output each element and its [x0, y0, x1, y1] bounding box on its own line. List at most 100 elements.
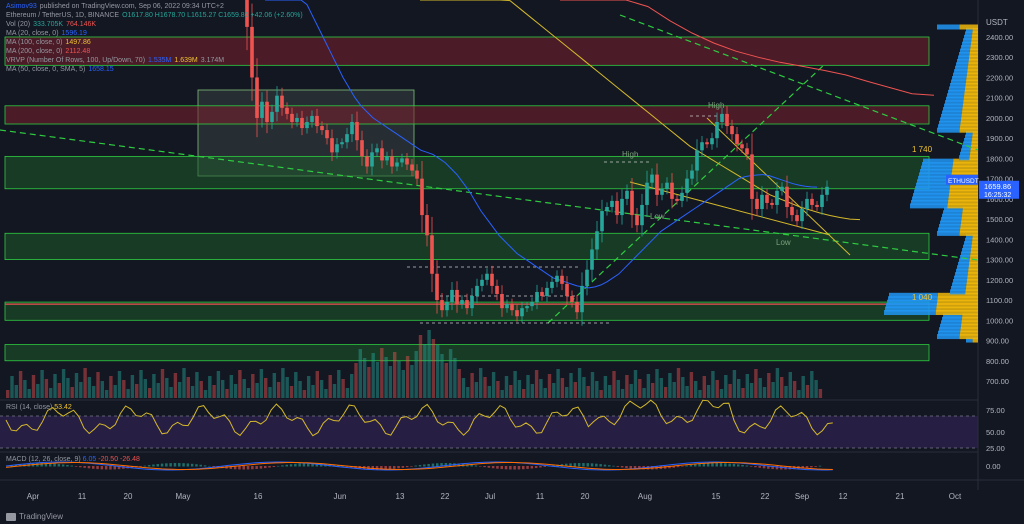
- vrvp-bar-up: [940, 323, 961, 329]
- volume-bar: [513, 371, 517, 398]
- candle-body: [250, 26, 254, 78]
- volume-bar: [87, 377, 92, 398]
- macd-hist-bar: [10, 465, 13, 467]
- macd-hist-bar: [741, 464, 744, 467]
- vrvp-bar-up: [942, 213, 962, 219]
- annotation-label: 1 740: [912, 145, 933, 154]
- price-tick: 2100.00: [986, 94, 1013, 103]
- vrvp-bar-up: [966, 234, 973, 240]
- vrvp-bar-up: [961, 45, 971, 51]
- last-price-label: 1659.86: [984, 182, 1011, 191]
- vrvp-bar-down: [960, 224, 978, 230]
- macd-hist-bar: [457, 463, 460, 467]
- macd-hist-bar: [694, 464, 697, 467]
- ma20-line: MA (20, close, 0) 1596.19: [6, 30, 87, 37]
- volume-bar: [384, 357, 388, 398]
- volume-bar: [319, 380, 324, 398]
- vrvp-bar-up: [942, 316, 962, 322]
- volume-bar: [410, 365, 414, 398]
- macd-hist-bar: [689, 464, 693, 467]
- macd-hist-bar: [633, 466, 637, 469]
- vrvp-bar-down: [961, 213, 978, 219]
- candle-body: [425, 215, 429, 236]
- candles-layer: [245, 0, 829, 326]
- tradingview-brand[interactable]: TradingView: [6, 512, 63, 521]
- macd-hist-bar: [109, 466, 112, 470]
- volume-bar: [461, 378, 466, 398]
- macd-hist-bar: [612, 465, 615, 467]
- candle-body: [785, 186, 789, 207]
- macd-hist-bar: [229, 466, 233, 469]
- macd-hist-bar: [104, 466, 108, 470]
- volume-bar: [160, 369, 165, 398]
- time-tick: 21: [896, 492, 905, 501]
- macd-hist-bar: [242, 466, 245, 470]
- volume-bar: [599, 390, 603, 398]
- vrvp-bar-down: [972, 31, 978, 37]
- vrvp-bar-down: [969, 254, 978, 260]
- candle-body: [285, 107, 289, 114]
- macd-hist-bar: [487, 466, 491, 468]
- vrvp-bar-down: [960, 117, 978, 123]
- candle-body: [600, 211, 604, 232]
- macd-hist-bar: [87, 466, 91, 469]
- macd-hist-bar: [147, 465, 151, 467]
- volume-bar: [577, 368, 582, 398]
- ma200-line: MA (200, close, 0) 2112.48: [6, 48, 91, 55]
- macd-hist-bar: [788, 466, 792, 470]
- vrvp-bar-down: [950, 182, 978, 188]
- volume-bar: [315, 371, 319, 398]
- volume-bar: [582, 377, 586, 398]
- macd-pane: 0.00: [5, 461, 1001, 471]
- macd-tick: 0.00: [986, 462, 1001, 471]
- candle-body: [770, 202, 774, 205]
- candle-body: [515, 310, 519, 317]
- volume-bar: [255, 383, 259, 398]
- candle-body: [245, 0, 249, 27]
- support-zone-1: [4, 232, 930, 260]
- macd-hist-bar: [203, 465, 207, 467]
- macd-hist-bar: [728, 463, 731, 467]
- volume-bar: [221, 380, 225, 398]
- vrvp-bar-up: [938, 227, 960, 233]
- vrvp-bar-up: [913, 193, 949, 199]
- volume-bar: [341, 379, 345, 398]
- vrvp-bar-down: [969, 55, 978, 61]
- macd-hist-bar: [178, 463, 181, 467]
- volume-bar: [74, 373, 79, 398]
- vrvp-bar-up: [911, 199, 948, 205]
- vrvp-bar-up: [937, 334, 960, 340]
- vrvp-bar-up: [958, 261, 969, 267]
- candle-body: [660, 188, 664, 195]
- macd-hist-bar: [190, 463, 194, 467]
- volume-bar: [199, 381, 203, 398]
- candle-body: [455, 289, 459, 305]
- vrvp-bar-up: [923, 158, 954, 164]
- candle-body: [755, 198, 759, 209]
- macd-hist-bar: [130, 466, 134, 468]
- candle-body: [650, 174, 654, 183]
- candle-body: [540, 291, 544, 297]
- volume-bar: [694, 381, 698, 398]
- macd-hist-bar: [698, 463, 701, 467]
- volume-bar: [268, 387, 272, 398]
- macd-hist-bar: [681, 466, 684, 467]
- volume-bar: [57, 383, 61, 398]
- candle-body: [640, 204, 644, 226]
- macd-hist-bar: [629, 466, 632, 469]
- trendline-upper-right-dashed: [619, 14, 979, 151]
- macd-hist-bar: [814, 466, 817, 467]
- volume-bar: [195, 372, 199, 398]
- macd-hist-bar: [307, 463, 310, 467]
- vrvp-bar-up: [916, 182, 951, 188]
- macd-hist-bar: [775, 466, 779, 470]
- volume-bar: [595, 381, 599, 398]
- candle-body: [325, 130, 329, 139]
- currency-label: USDT: [986, 18, 1008, 27]
- macd-hist-bar: [182, 463, 185, 467]
- volume-bar: [139, 370, 143, 398]
- symbol-line: Ethereum / TetherUS, 1D, BINANCE O1617.80…: [6, 12, 303, 19]
- vrvp-bar-up: [961, 251, 971, 257]
- time-tick: Oct: [949, 492, 962, 501]
